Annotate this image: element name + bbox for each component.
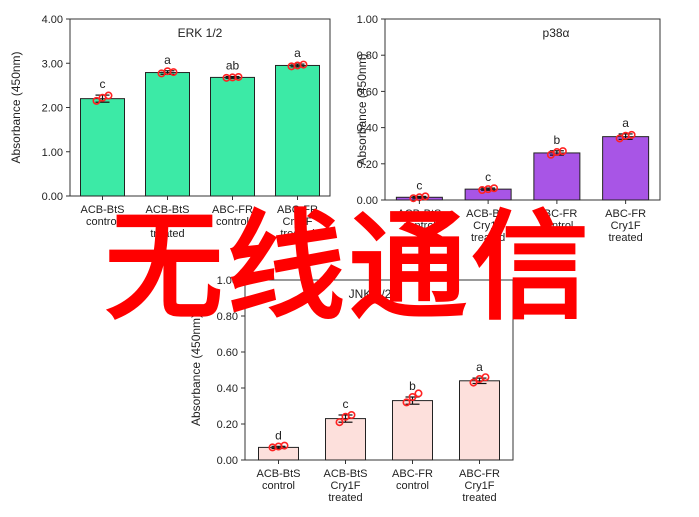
chart-title: p38α bbox=[543, 26, 570, 40]
bar bbox=[392, 400, 433, 461]
y-tick-label: 1.00 bbox=[357, 14, 378, 26]
significance-letter: c bbox=[416, 178, 422, 192]
y-tick-label: 1.00 bbox=[42, 147, 63, 159]
significance-letter: c bbox=[100, 77, 106, 91]
category-label: treated bbox=[462, 492, 496, 504]
significance-letter: a bbox=[164, 53, 171, 67]
chart-title: JNK 1/2 bbox=[349, 287, 392, 301]
data-point bbox=[621, 131, 630, 140]
y-tick-label: 0.00 bbox=[217, 455, 238, 467]
category-label: control bbox=[403, 220, 436, 232]
category-label: treated bbox=[471, 232, 505, 244]
y-axis-label: Absorbance (450nm) bbox=[9, 51, 23, 163]
data-point bbox=[469, 378, 478, 387]
category-label: ACB-BtS bbox=[323, 468, 367, 480]
data-point bbox=[228, 73, 237, 82]
bar bbox=[210, 76, 255, 197]
category-label: Cry1F bbox=[283, 216, 313, 228]
y-tick-label: 0.00 bbox=[42, 191, 63, 203]
bar bbox=[145, 72, 190, 197]
category-label: ABC-FR bbox=[459, 468, 500, 480]
chart-panel-0: 0.00 1.00 2.00 3.00 4.00 Absorbance (450nm) ER… bbox=[9, 14, 331, 240]
significance-letter: a bbox=[622, 116, 629, 130]
y-tick-label: 0.40 bbox=[357, 123, 378, 135]
y-tick-label: 4.00 bbox=[42, 14, 63, 26]
chart-title: ERK 1/2 bbox=[178, 26, 223, 40]
data-point bbox=[341, 412, 350, 421]
category-label: ABC-FR bbox=[536, 208, 577, 220]
y-tick-label: 0.60 bbox=[357, 86, 378, 98]
category-label: Cry1F bbox=[611, 220, 641, 232]
overlay-watermark-text: 无线通信 bbox=[105, 198, 593, 336]
data-point bbox=[484, 185, 493, 194]
data-point bbox=[408, 392, 417, 401]
bar bbox=[459, 380, 500, 461]
y-axis-label: Absorbance (450nm) bbox=[189, 314, 203, 426]
category-label: Cry1F bbox=[153, 216, 183, 228]
bar bbox=[602, 136, 650, 201]
data-point bbox=[414, 389, 423, 398]
significance-letter: d bbox=[275, 428, 282, 442]
category-label: control bbox=[396, 480, 429, 492]
category-label: ACB-BtS bbox=[145, 204, 189, 216]
bar bbox=[325, 418, 366, 461]
category-label: ABC-FR bbox=[392, 468, 433, 480]
category-label: control bbox=[540, 220, 573, 232]
chart-panel-2: 0.00 0.20 0.40 0.60 0.80 1.00 Absorbance (450n… bbox=[189, 275, 514, 504]
data-point bbox=[475, 374, 484, 383]
bar bbox=[533, 152, 581, 201]
significance-letter: a bbox=[476, 360, 483, 374]
data-point bbox=[163, 67, 172, 76]
y-tick-label: 2.00 bbox=[42, 103, 63, 115]
significance-letter: c bbox=[343, 397, 349, 411]
category-label: Cry1F bbox=[465, 480, 495, 492]
significance-letter: a bbox=[294, 46, 301, 60]
category-label: ACB-BtS bbox=[80, 204, 124, 216]
data-point bbox=[293, 61, 302, 70]
category-label: ABC-FR bbox=[212, 204, 253, 216]
chart-panel-1: 0.00 0.20 0.40 0.60 0.80 1.00 Absorbance (450n… bbox=[355, 14, 661, 244]
significance-letter: b bbox=[554, 133, 561, 147]
data-point bbox=[92, 96, 101, 105]
category-label: treated bbox=[280, 228, 314, 240]
y-tick-label: 0.40 bbox=[217, 383, 238, 395]
category-label: control bbox=[216, 216, 249, 228]
data-point bbox=[402, 398, 411, 407]
data-point bbox=[335, 418, 344, 427]
data-point bbox=[552, 148, 561, 157]
y-tick-label: 1.00 bbox=[217, 275, 238, 287]
category-label: control bbox=[262, 480, 295, 492]
category-label: ACB-BtS bbox=[397, 208, 441, 220]
category-label: ABC-FR bbox=[277, 204, 318, 216]
y-tick-label: 3.00 bbox=[42, 58, 63, 70]
bar bbox=[80, 98, 125, 197]
category-label: treated bbox=[609, 232, 643, 244]
category-label: ACB-BtS bbox=[466, 208, 510, 220]
significance-letter: ab bbox=[226, 59, 240, 73]
significance-letter: c bbox=[485, 170, 491, 184]
y-tick-label: 0.20 bbox=[217, 419, 238, 431]
y-tick-label: 0.20 bbox=[357, 159, 378, 171]
significance-letter: b bbox=[409, 379, 416, 393]
y-axis-label: Absorbance (450nm) bbox=[355, 53, 369, 165]
data-point bbox=[274, 442, 283, 451]
y-tick-label: 0.00 bbox=[357, 195, 378, 207]
y-tick-label: 0.60 bbox=[217, 347, 238, 359]
bar bbox=[275, 64, 320, 197]
category-label: treated bbox=[150, 228, 184, 240]
category-label: ABC-FR bbox=[605, 208, 646, 220]
y-tick-label: 0.80 bbox=[357, 50, 378, 62]
category-label: treated bbox=[328, 492, 362, 504]
category-label: Cry1F bbox=[473, 220, 503, 232]
category-label: Cry1F bbox=[331, 480, 361, 492]
category-label: ACB-BtS bbox=[256, 468, 300, 480]
y-tick-label: 0.80 bbox=[217, 311, 238, 323]
data-point bbox=[98, 93, 107, 102]
category-label: control bbox=[86, 216, 119, 228]
